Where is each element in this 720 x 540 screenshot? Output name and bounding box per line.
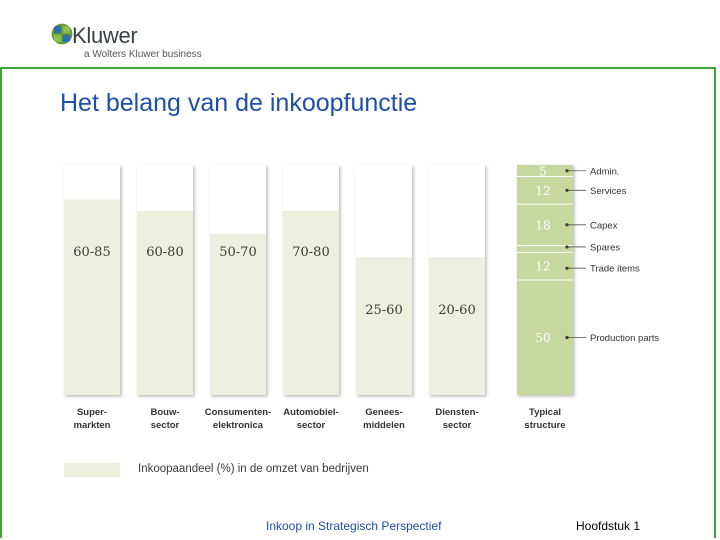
segment-value-label: 12 bbox=[535, 260, 550, 274]
bar-range-label: 70-80 bbox=[292, 245, 329, 260]
segment-name-label: Production parts bbox=[590, 333, 659, 344]
category-label: Diensten- bbox=[435, 407, 478, 418]
category-label: Genees- bbox=[365, 407, 403, 418]
category-label: Typical bbox=[529, 407, 561, 418]
slide-title: Het belang van de inkoopfunctie bbox=[60, 89, 418, 117]
bar-range-label: 25-60 bbox=[365, 303, 402, 318]
bar-fill bbox=[429, 257, 485, 395]
bar-fill bbox=[137, 211, 193, 395]
category-label: sector bbox=[443, 420, 472, 431]
logo-wordmark: Kluwer bbox=[72, 23, 138, 48]
category-label: Bouw- bbox=[150, 407, 179, 418]
category-label: structure bbox=[524, 420, 565, 431]
category-label: sector bbox=[151, 420, 180, 431]
slide-frame bbox=[0, 67, 716, 538]
footer-course-title: Inkoop in Strategisch Perspectief bbox=[266, 519, 442, 533]
bar-fill bbox=[356, 257, 412, 395]
globe-logo-icon bbox=[50, 22, 74, 46]
category-label: Super- bbox=[77, 407, 107, 418]
segment-name-label: Spares bbox=[590, 242, 620, 253]
bar-fill bbox=[64, 199, 120, 395]
company-logo: Kluwer a Wolters Kluwer business bbox=[50, 22, 250, 66]
category-label: Automobiel- bbox=[283, 407, 338, 418]
segment-name-label: Admin. bbox=[590, 166, 620, 177]
segment-name-label: Services bbox=[590, 186, 627, 197]
bar-fill bbox=[210, 234, 266, 395]
segment-value-label: 5 bbox=[539, 164, 547, 178]
legend-swatch bbox=[64, 463, 120, 477]
bar-range-label: 60-80 bbox=[146, 245, 183, 260]
bar-range-label: 60-85 bbox=[73, 245, 110, 260]
category-label: sector bbox=[297, 420, 326, 431]
footer-chapter: Hoofdstuk 1 bbox=[576, 519, 641, 533]
bar-range-label: 20-60 bbox=[438, 303, 475, 318]
category-label: elektronica bbox=[213, 420, 264, 431]
bar-range-label: 50-70 bbox=[219, 245, 256, 260]
category-label: Consumenten- bbox=[205, 407, 272, 418]
segment-name-label: Trade items bbox=[590, 264, 640, 275]
segment-value-label: 50 bbox=[535, 331, 550, 345]
bar-fill bbox=[283, 211, 339, 395]
segment-name-label: Capex bbox=[590, 220, 618, 231]
logo-tagline: a Wolters Kluwer business bbox=[84, 49, 202, 60]
legend-label: Inkoopaandeel (%) in de omzet van bedrij… bbox=[138, 463, 369, 475]
segment-value-label: 18 bbox=[535, 218, 550, 232]
category-label: markten bbox=[74, 420, 111, 431]
segment-value-label: 12 bbox=[535, 184, 550, 198]
category-label: middelen bbox=[363, 420, 405, 431]
